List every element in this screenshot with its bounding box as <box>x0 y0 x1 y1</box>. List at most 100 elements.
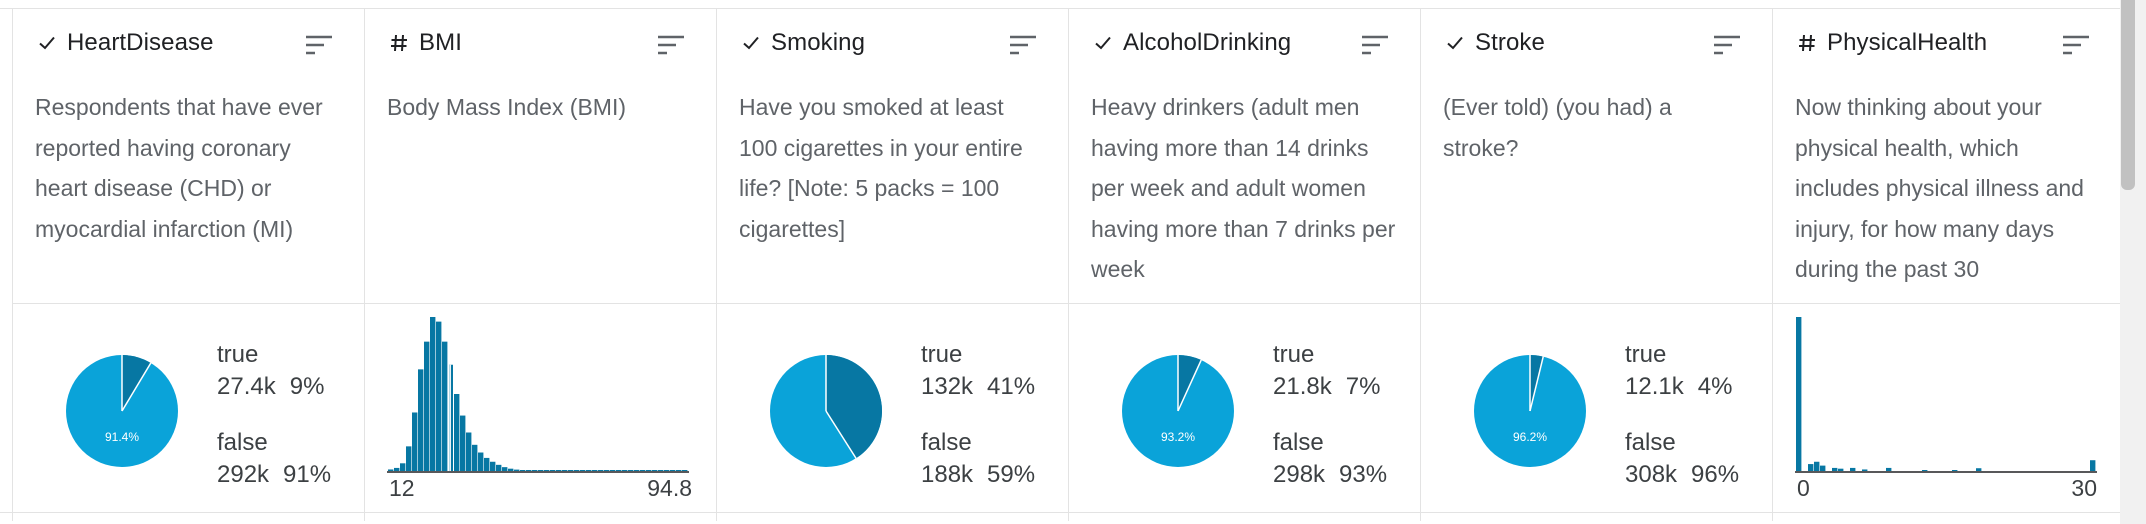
legend-value-row: 292k 91% <box>217 459 331 491</box>
histogram-bar <box>658 470 664 471</box>
histogram-bar <box>586 470 592 471</box>
legend-count: 292k <box>217 461 270 488</box>
legend-label: true <box>1625 341 1667 368</box>
histogram-bar <box>1922 470 1928 471</box>
histogram-bar <box>544 470 550 471</box>
histogram-bar <box>604 470 610 471</box>
legend-count: 298k <box>1273 461 1326 488</box>
column-description: (Ever told) (you had) a stroke? <box>1443 94 1672 161</box>
table-bottom-border <box>0 512 2120 513</box>
histogram-bar <box>556 470 562 471</box>
sort-icon[interactable] <box>1712 34 1742 56</box>
legend-label: false <box>1273 429 1324 456</box>
scrollbar-thumb[interactable] <box>2121 0 2135 190</box>
column-chart: 12 94.8 <box>365 305 716 521</box>
histogram-bar <box>598 470 604 471</box>
legend-percent: 4% <box>1697 373 1733 400</box>
histogram-bar <box>640 470 646 471</box>
pie-inner-label: 91.4% <box>105 430 139 444</box>
histogram-bar-highlighted <box>449 364 453 471</box>
pie-chart: 93.2% <box>1122 355 1234 467</box>
legend-label: false <box>1625 429 1676 456</box>
legend-count: 21.8k <box>1273 373 1332 400</box>
legend-value-row: 188k 59% <box>921 459 1035 491</box>
column-stroke: Stroke (Ever told) (you had) a stroke? 9… <box>1421 9 1773 521</box>
hash-icon <box>387 31 411 55</box>
histogram-bar <box>610 470 616 471</box>
histogram-bar <box>2090 460 2096 471</box>
histogram-bar <box>466 432 472 471</box>
sort-icon[interactable] <box>1008 34 1038 56</box>
histogram-bar <box>670 470 676 471</box>
legend-value-row: 298k 93% <box>1273 459 1387 491</box>
sort-icon[interactable] <box>1360 34 1390 56</box>
histogram-bar <box>1820 465 1826 471</box>
column-header: AlcoholDrinking Heavy drinkers (adult me… <box>1069 9 1420 304</box>
legend-value-row: 308k 96% <box>1625 459 1739 491</box>
column-physicalhealth: PhysicalHealth Now thinking about your p… <box>1773 9 2121 521</box>
histogram-bar <box>454 394 460 471</box>
sort-icon[interactable] <box>656 34 686 56</box>
histogram-bar <box>1976 468 1982 471</box>
column-smoking: Smoking Have you smoked at least 100 cig… <box>717 9 1069 521</box>
histogram-bar <box>1886 467 1892 471</box>
histogram-bar <box>430 317 436 471</box>
column-title: HeartDisease <box>67 29 214 56</box>
axis-min-label: 12 <box>389 475 415 501</box>
histogram-bar <box>496 464 502 471</box>
histogram-bar <box>622 470 628 471</box>
histogram-bar <box>682 470 688 471</box>
histogram-bar <box>388 469 394 471</box>
legend-label: true <box>217 341 259 368</box>
histogram-bar <box>652 470 658 471</box>
legend-count: 27.4k <box>217 373 276 400</box>
sort-icon[interactable] <box>304 34 334 56</box>
column-title: PhysicalHealth <box>1827 29 1988 56</box>
legend-percent: 41% <box>987 373 1036 400</box>
histogram-bar <box>1796 317 1802 471</box>
histogram-bar <box>442 341 448 471</box>
column-header: PhysicalHealth Now thinking about your p… <box>1773 9 2121 304</box>
histogram-bar <box>484 457 490 471</box>
axis-min-label: 0 <box>1797 475 1810 501</box>
legend-label: true <box>921 341 963 368</box>
column-alcoholdrinking: AlcoholDrinking Heavy drinkers (adult me… <box>1069 9 1421 521</box>
histogram <box>1795 317 2097 473</box>
legend-label: true <box>1273 341 1315 368</box>
histogram-bar <box>412 412 418 471</box>
sort-icon[interactable] <box>2061 34 2091 56</box>
histogram-bar <box>634 470 640 471</box>
pie-divider <box>825 410 857 459</box>
histogram-bar <box>1814 461 1820 471</box>
column-description: Heavy drinkers (adult men having more th… <box>1091 94 1396 282</box>
histogram-bar <box>460 415 466 471</box>
column-chart: 96.2% true 12.1k 4% false 308k 96% <box>1421 305 1772 521</box>
legend-count: 12.1k <box>1625 373 1684 400</box>
histogram-bar <box>1862 469 1868 471</box>
column-header: Stroke (Ever told) (you had) a stroke? <box>1421 9 1772 304</box>
column-chart: true 132k 41% false 188k 59% <box>717 305 1068 521</box>
pie-divider <box>121 362 152 412</box>
histogram-bar <box>424 341 430 471</box>
legend-count: 308k <box>1625 461 1678 488</box>
legend-value-row: 132k 41% <box>921 371 1035 403</box>
legend-percent: 7% <box>1345 373 1381 400</box>
legend-percent: 9% <box>289 373 325 400</box>
pie-chart: 96.2% <box>1474 355 1586 467</box>
column-chart: 91.4% true 27.4k 9% false 292k 91% <box>13 305 364 521</box>
legend-value-row: 27.4k 9% <box>217 371 331 403</box>
pie-slice-true <box>122 355 151 411</box>
check-icon <box>1091 31 1115 55</box>
column-title: AlcoholDrinking <box>1123 29 1292 56</box>
column-description: Now thinking about your physical health,… <box>1795 94 2084 282</box>
pie-inner-label: 96.2% <box>1513 430 1547 444</box>
axis-max-label: 30 <box>2071 475 2097 501</box>
pie-legend: true 21.8k 7% false 298k 93% <box>1273 339 1387 491</box>
histogram-bar <box>574 470 580 471</box>
histogram-bar <box>1838 468 1844 471</box>
column-header: BMI Body Mass Index (BMI) <box>365 9 716 304</box>
pie-inner-label: 93.2% <box>1161 430 1195 444</box>
histogram-bar <box>406 446 412 471</box>
column-header: Smoking Have you smoked at least 100 cig… <box>717 9 1068 304</box>
column-summary-table: HeartDisease Respondents that have ever … <box>12 9 2121 521</box>
